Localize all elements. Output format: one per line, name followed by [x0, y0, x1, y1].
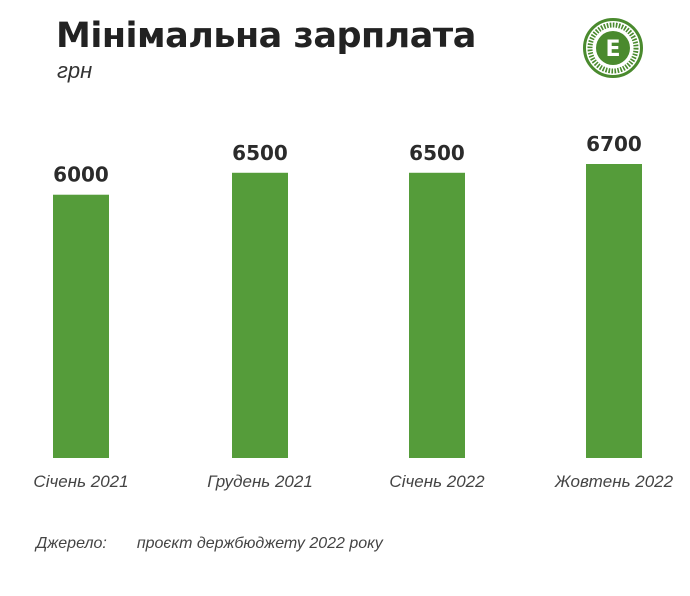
- bar: [232, 172, 288, 458]
- bar-value-label: 6500: [409, 141, 465, 165]
- bar-value-label: 6000: [53, 163, 109, 187]
- bar-chart: 6000 Січень 2021 6500 Грудень 2021 6500 Січен…: [33, 132, 674, 491]
- source-label: Джерело:: [36, 535, 107, 552]
- bar: [586, 164, 642, 458]
- economic-truth-logo-icon: Е: [583, 18, 643, 78]
- bar: [53, 194, 109, 458]
- chart-unit-label: грн: [57, 58, 93, 83]
- logo-letter: Е: [605, 37, 620, 62]
- logo-dotted-ring: [587, 22, 639, 74]
- bar-value-label: 6700: [586, 132, 642, 156]
- bar-value-label: 6500: [232, 141, 288, 165]
- source-note: Джерело: проєкт держбюджету 2022 року: [36, 535, 383, 553]
- x-tick-label: Січень 2021: [33, 472, 128, 491]
- x-tick-label: Грудень 2021: [207, 472, 313, 491]
- x-tick-label: Жовтень 2022: [554, 472, 674, 491]
- x-tick-label: Січень 2022: [389, 472, 485, 491]
- chart-title: Мінімальна зарплата: [56, 16, 476, 56]
- source-text: проєкт держбюджету 2022 року: [136, 535, 383, 552]
- logo-inner-circle: [596, 31, 630, 65]
- bar: [409, 172, 465, 458]
